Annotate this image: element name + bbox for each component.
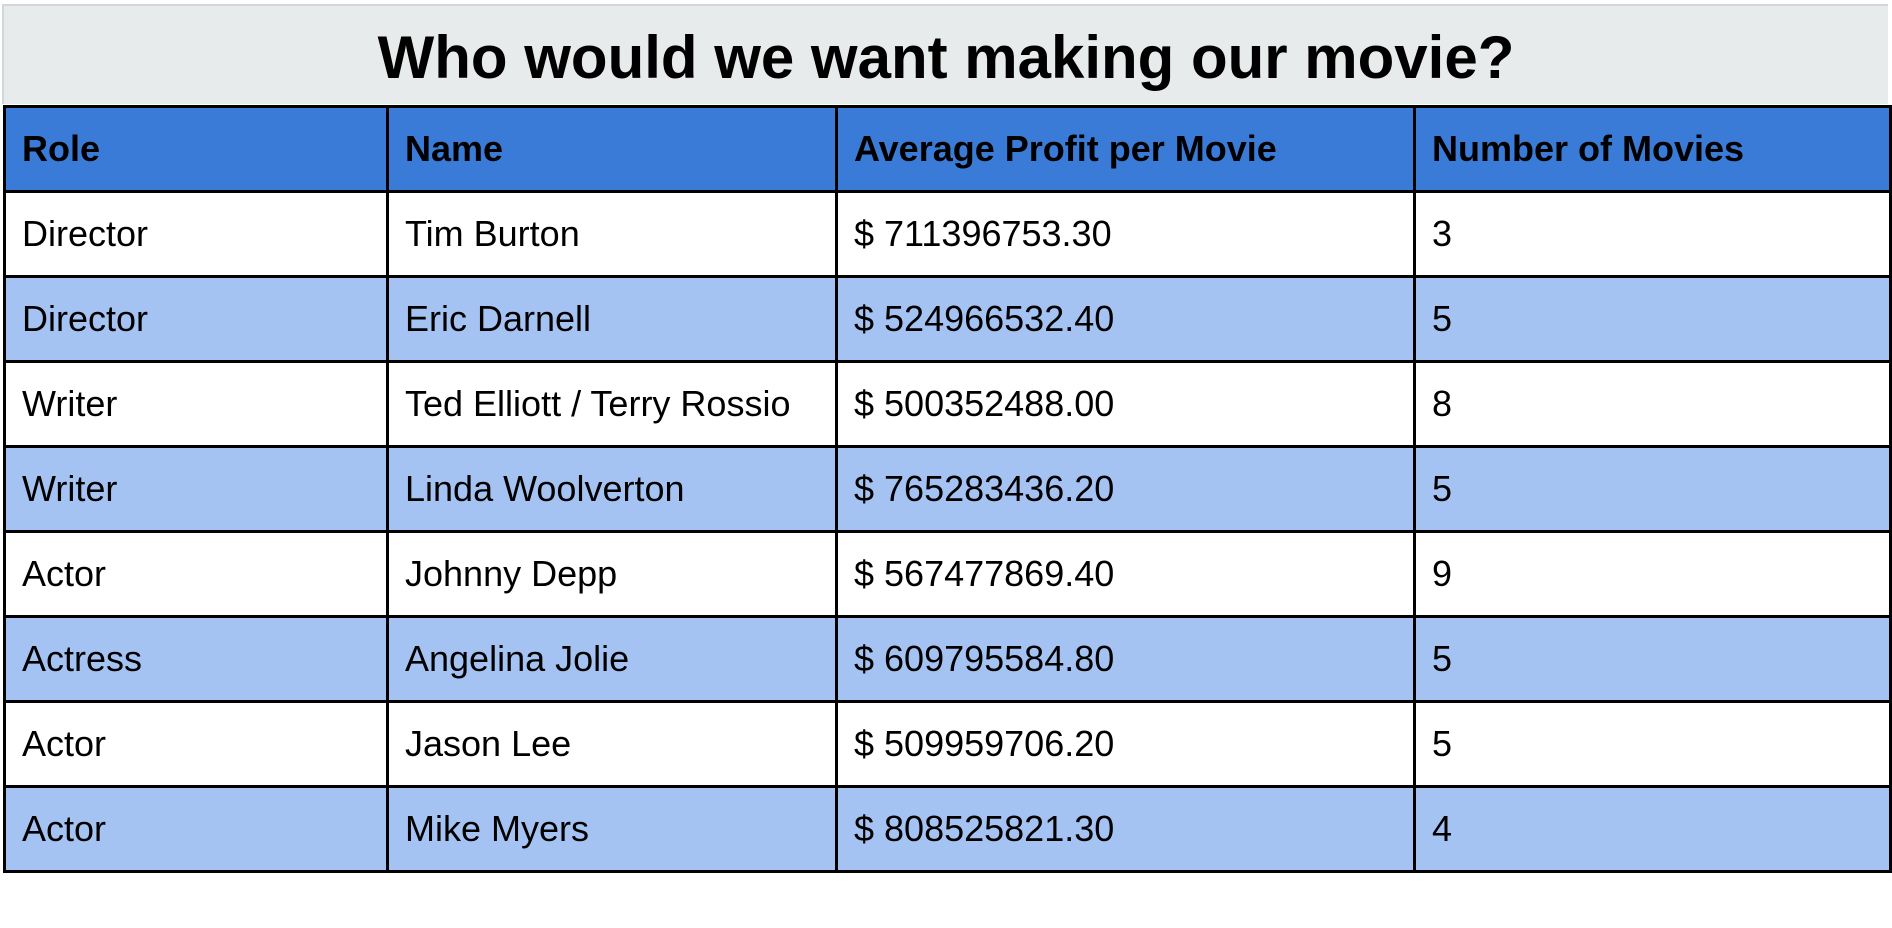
cell-name: Linda Woolverton	[386, 445, 838, 533]
column-header-name: Name	[386, 105, 838, 193]
table-row: Writer Linda Woolverton $ 765283436.20 5	[3, 445, 1892, 533]
cell-role: Actress	[3, 615, 389, 703]
table-row: Writer Ted Elliott / Terry Rossio $ 5003…	[3, 360, 1892, 448]
cell-average-profit: $ 609795584.80	[835, 615, 1416, 703]
cell-name: Johnny Depp	[386, 530, 838, 618]
column-header-average-profit: Average Profit per Movie	[835, 105, 1416, 193]
data-table: Role Name Average Profit per Movie Numbe…	[3, 105, 1892, 873]
cell-name: Mike Myers	[386, 785, 838, 873]
cell-average-profit: $ 524966532.40	[835, 275, 1416, 363]
cell-average-profit: $ 808525821.30	[835, 785, 1416, 873]
cell-name: Jason Lee	[386, 700, 838, 788]
cell-name: Angelina Jolie	[386, 615, 838, 703]
cell-role: Director	[3, 190, 389, 278]
cell-number-of-movies: 3	[1413, 190, 1892, 278]
cell-average-profit: $ 567477869.40	[835, 530, 1416, 618]
cell-average-profit: $ 500352488.00	[835, 360, 1416, 448]
cell-role: Actor	[3, 530, 389, 618]
cell-name: Ted Elliott / Terry Rossio	[386, 360, 838, 448]
table-row: Actor Johnny Depp $ 567477869.40 9	[3, 530, 1892, 618]
cell-average-profit: $ 765283436.20	[835, 445, 1416, 533]
cell-role: Writer	[3, 445, 389, 533]
table-row: Actor Jason Lee $ 509959706.20 5	[3, 700, 1892, 788]
cell-role: Director	[3, 275, 389, 363]
table-row: Actor Mike Myers $ 808525821.30 4	[3, 785, 1892, 873]
cell-role: Writer	[3, 360, 389, 448]
table-header-row: Role Name Average Profit per Movie Numbe…	[3, 105, 1892, 193]
column-header-number-of-movies: Number of Movies	[1413, 105, 1892, 193]
title-band	[2, 4, 1888, 104]
cell-name: Eric Darnell	[386, 275, 838, 363]
cell-number-of-movies: 4	[1413, 785, 1892, 873]
cell-number-of-movies: 8	[1413, 360, 1892, 448]
cell-number-of-movies: 5	[1413, 445, 1892, 533]
column-header-role: Role	[3, 105, 389, 193]
table-row: Director Tim Burton $ 711396753.30 3	[3, 190, 1892, 278]
page-title: Who would we want making our movie?	[377, 24, 1515, 91]
cell-number-of-movies: 5	[1413, 700, 1892, 788]
cell-average-profit: $ 509959706.20	[835, 700, 1416, 788]
table-row: Director Eric Darnell $ 524966532.40 5	[3, 275, 1892, 363]
cell-number-of-movies: 9	[1413, 530, 1892, 618]
cell-number-of-movies: 5	[1413, 275, 1892, 363]
cell-average-profit: $ 711396753.30	[835, 190, 1416, 278]
table-row: Actress Angelina Jolie $ 609795584.80 5	[3, 615, 1892, 703]
cell-number-of-movies: 5	[1413, 615, 1892, 703]
cell-role: Actor	[3, 785, 389, 873]
cell-role: Actor	[3, 700, 389, 788]
cell-name: Tim Burton	[386, 190, 838, 278]
